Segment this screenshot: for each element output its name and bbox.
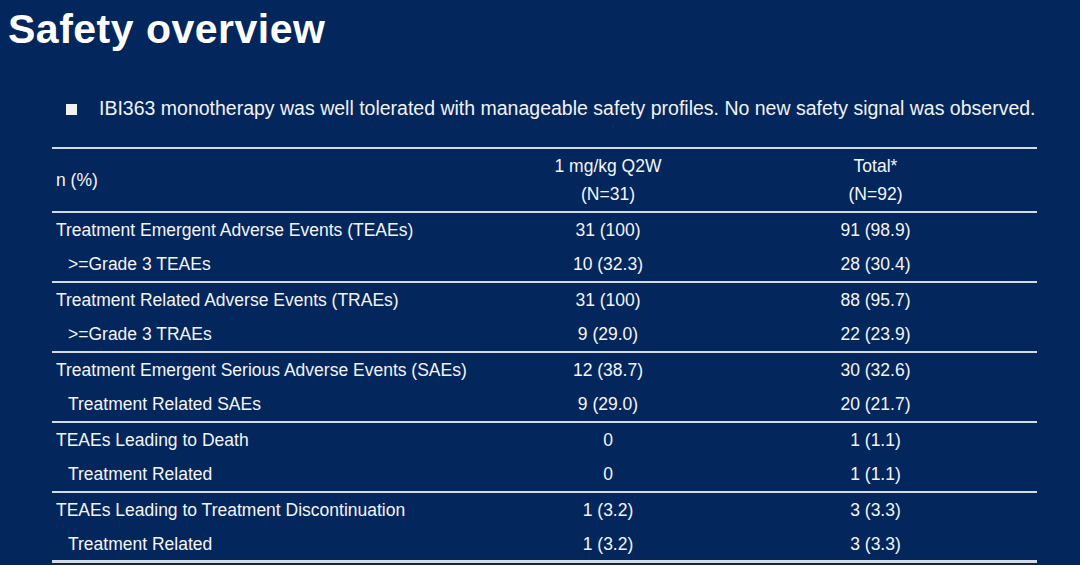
row-label: >=Grade 3 TEAEs (52, 254, 502, 275)
row-value-q2w: 12 (38.7) (502, 360, 714, 381)
row-value-total: 1 (1.1) (714, 464, 1037, 485)
slide-title: Safety overview (8, 6, 325, 53)
row-value-q2w: 1 (3.2) (502, 534, 714, 555)
row-label: Treatment Related SAEs (52, 394, 502, 415)
row-value-q2w: 9 (29.0) (502, 324, 714, 345)
row-label: >=Grade 3 TRAEs (52, 324, 502, 345)
safety-table: n (%) 1 mg/kg Q2W (N=31) Total* (N=92) T… (52, 147, 1037, 563)
header-col-total: Total* (N=92) (714, 149, 1037, 211)
bullet-text: IBI363 monotherapy was well tolerated wi… (99, 97, 1036, 120)
row-value-total: 30 (32.6) (714, 360, 1037, 381)
row-value-total: 22 (23.9) (714, 324, 1037, 345)
table-row-teaes-death: TEAEs Leading to Death 0 1 (1.1) (52, 423, 1037, 458)
table-row-related-saes: Treatment Related SAEs 9 (29.0) 20 (21.7… (52, 388, 1037, 423)
bullet-square-icon (66, 104, 77, 115)
header-col-q2w-title: 1 mg/kg Q2W (555, 156, 662, 177)
table-row-teaes-discontinuation: TEAEs Leading to Treatment Discontinuati… (52, 493, 1037, 528)
row-value-q2w: 10 (32.3) (502, 254, 714, 275)
row-value-total: 3 (3.3) (714, 534, 1037, 555)
row-value-q2w: 31 (100) (502, 290, 714, 311)
table-row-death-related: Treatment Related 0 1 (1.1) (52, 458, 1037, 493)
row-value-total: 3 (3.3) (714, 500, 1037, 521)
header-col-total-title: Total* (854, 156, 898, 177)
bullet-item: IBI363 monotherapy was well tolerated wi… (66, 97, 1076, 120)
table-row-teaes: Treatment Emergent Adverse Events (TEAEs… (52, 213, 1037, 248)
table-header-row: n (%) 1 mg/kg Q2W (N=31) Total* (N=92) (52, 147, 1037, 213)
header-col-total-n: (N=92) (849, 184, 903, 205)
row-value-total: 88 (95.7) (714, 290, 1037, 311)
row-label: Treatment Related (52, 534, 502, 555)
row-value-total: 28 (30.4) (714, 254, 1037, 275)
row-value-q2w: 9 (29.0) (502, 394, 714, 415)
row-value-total: 1 (1.1) (714, 430, 1037, 451)
row-label: Treatment Emergent Adverse Events (TEAEs… (52, 220, 502, 241)
row-label: Treatment Related Adverse Events (TRAEs) (52, 290, 502, 311)
table-row-saes: Treatment Emergent Serious Adverse Event… (52, 353, 1037, 388)
row-label: TEAEs Leading to Death (52, 430, 502, 451)
table-row-grade3-traes: >=Grade 3 TRAEs 9 (29.0) 22 (23.9) (52, 318, 1037, 353)
table-row-grade3-teaes: >=Grade 3 TEAEs 10 (32.3) 28 (30.4) (52, 248, 1037, 283)
row-value-total: 91 (98.9) (714, 220, 1037, 241)
header-n-percent: n (%) (52, 149, 502, 211)
row-value-q2w: 1 (3.2) (502, 500, 714, 521)
header-col-q2w-n: (N=31) (581, 184, 635, 205)
table-row-discontinuation-related: Treatment Related 1 (3.2) 3 (3.3) (52, 528, 1037, 563)
row-value-total: 20 (21.7) (714, 394, 1037, 415)
row-label: Treatment Related (52, 464, 502, 485)
row-value-q2w: 31 (100) (502, 220, 714, 241)
header-col-q2w: 1 mg/kg Q2W (N=31) (502, 149, 714, 211)
row-value-q2w: 0 (502, 430, 714, 451)
row-label: TEAEs Leading to Treatment Discontinuati… (52, 500, 502, 521)
row-value-q2w: 0 (502, 464, 714, 485)
row-label: Treatment Emergent Serious Adverse Event… (52, 360, 502, 381)
table-row-traes: Treatment Related Adverse Events (TRAEs)… (52, 283, 1037, 318)
slide-safety-overview: { "slide": { "title": "Safety overview",… (0, 0, 1080, 565)
